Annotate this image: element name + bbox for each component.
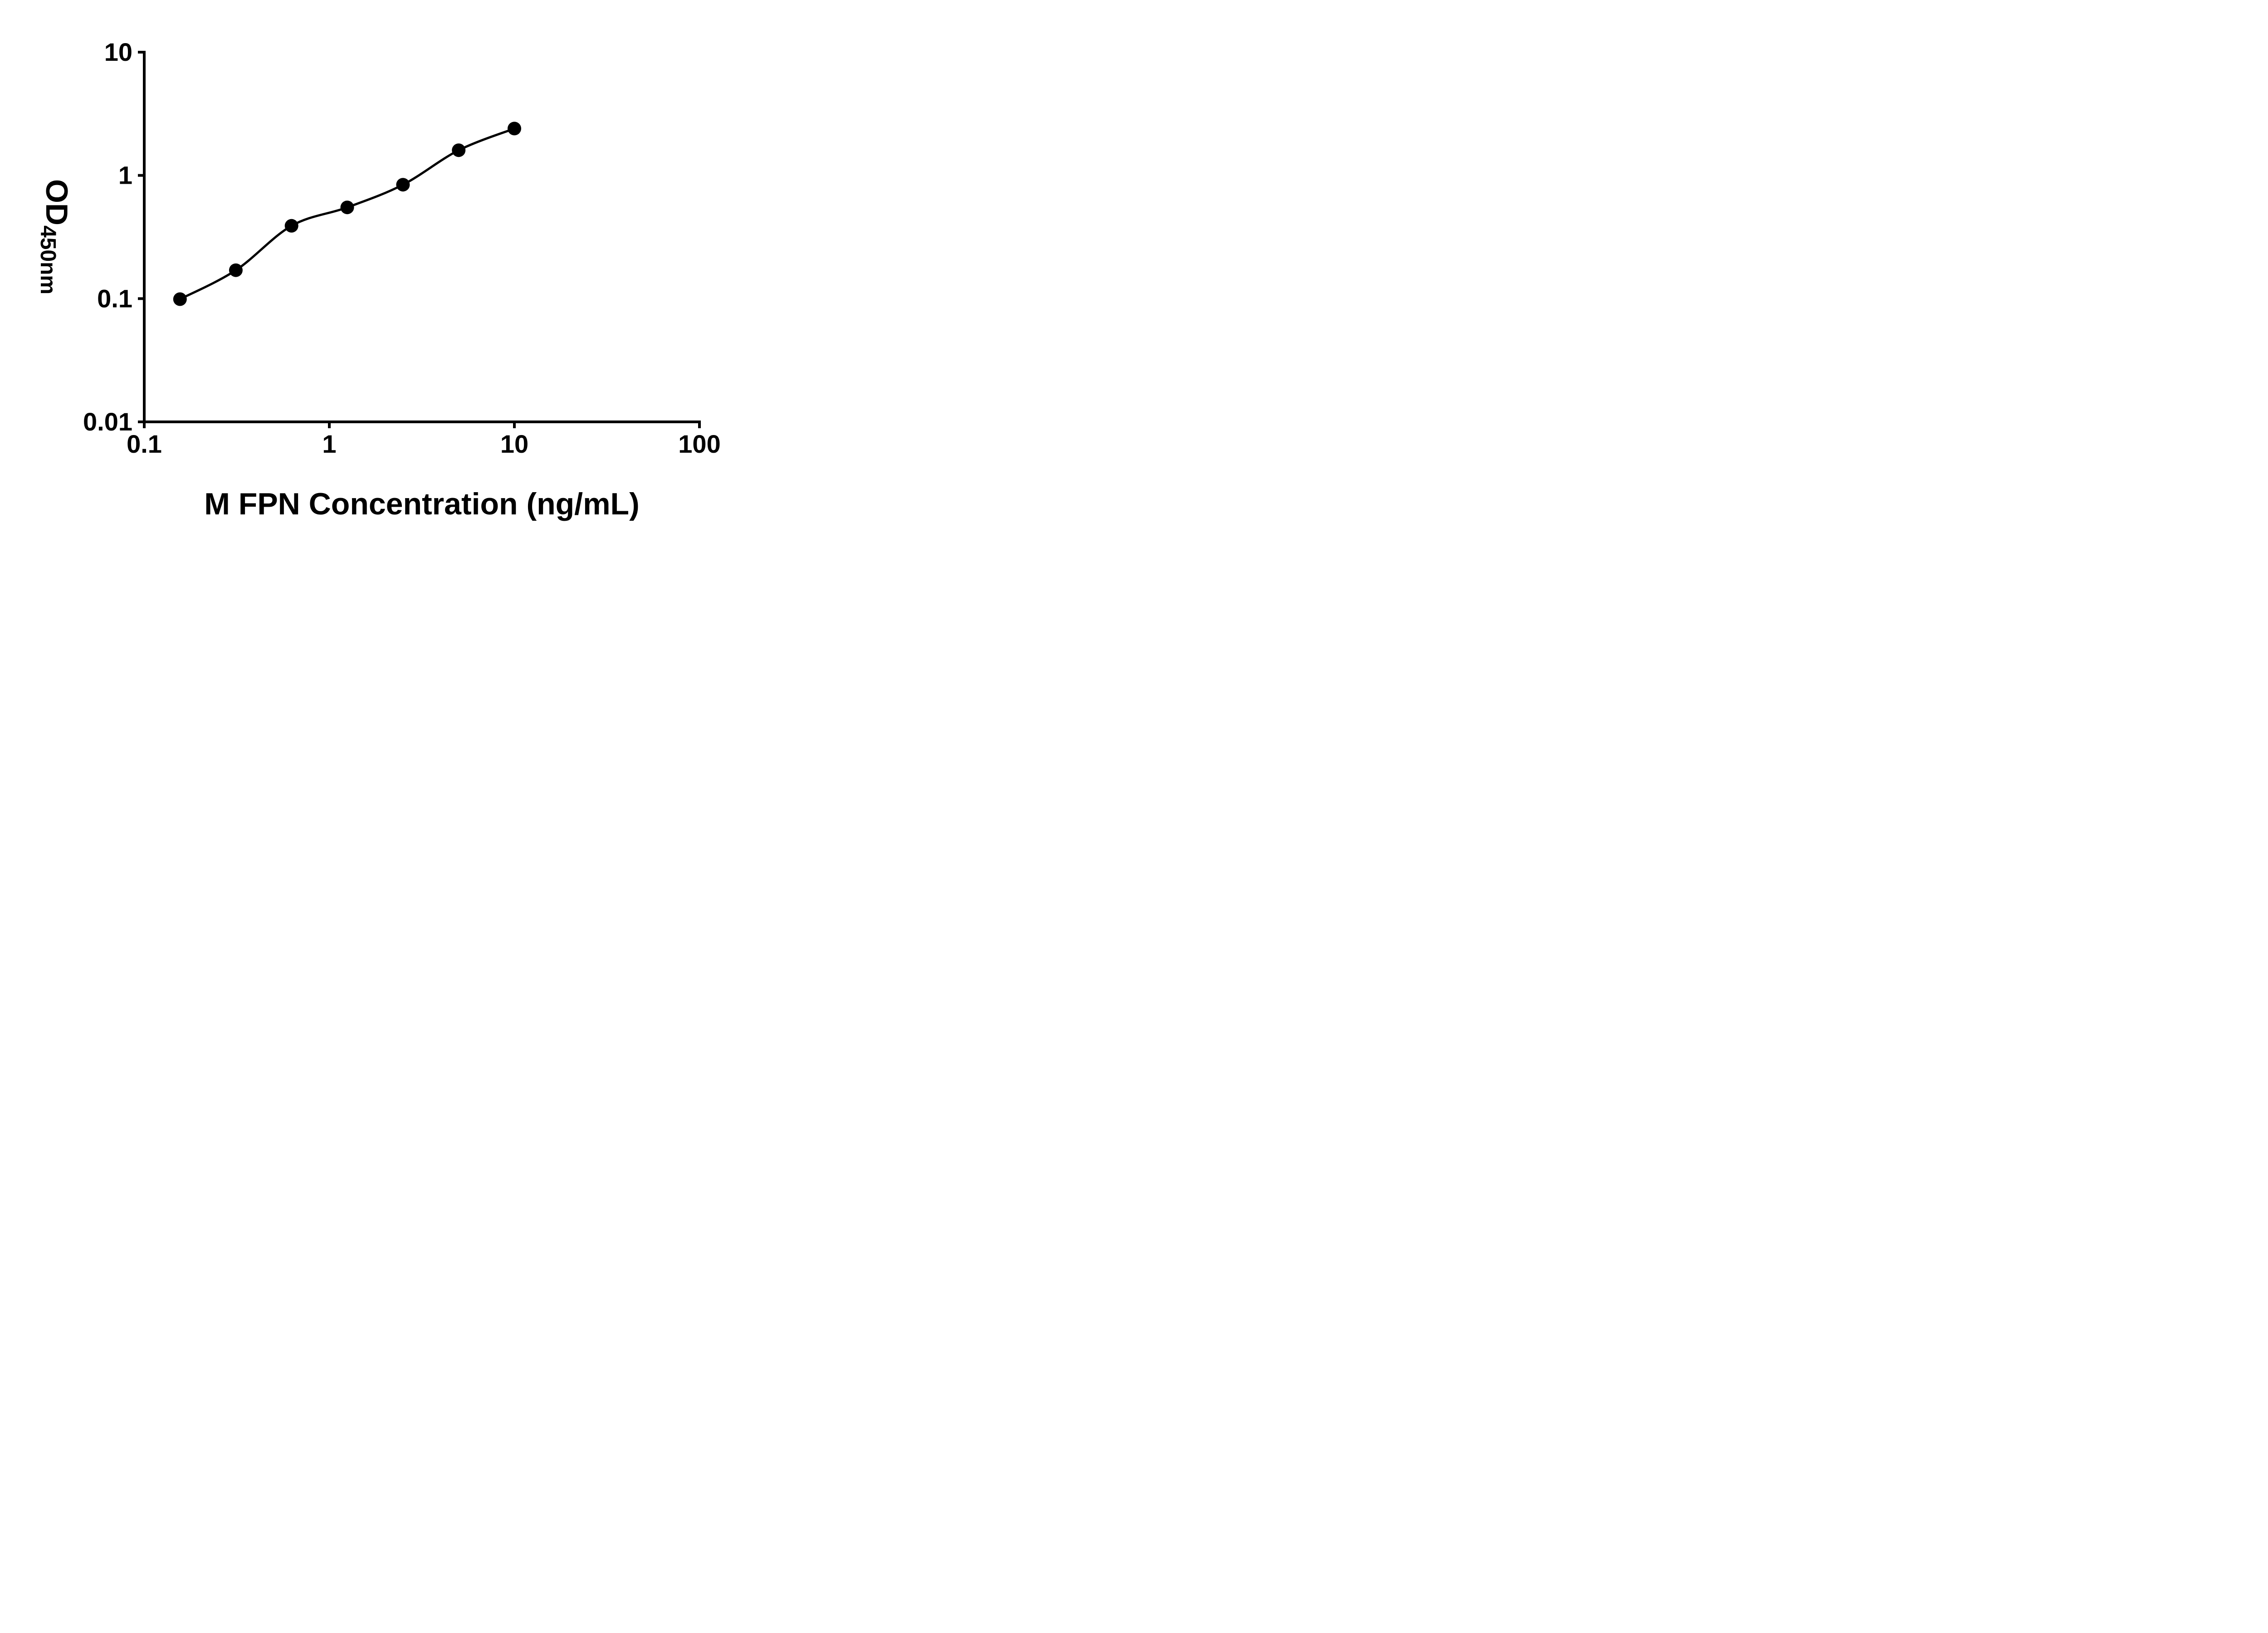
y-axis-tick-label: 0.01 [83, 407, 132, 436]
data-point [284, 219, 298, 233]
y-axis-title-main: OD [39, 179, 74, 225]
x-axis-tick-label: 1 [322, 430, 336, 458]
y-axis-tick-label: 10 [104, 38, 132, 66]
x-axis-tick-label: 0.1 [127, 430, 162, 458]
y-axis-tick-label: 0.1 [97, 284, 132, 313]
x-axis-tick-label: 10 [500, 430, 528, 458]
y-axis-tick-label: 1 [118, 161, 132, 190]
data-point [396, 178, 410, 192]
data-point [452, 143, 466, 157]
y-axis-title: OD450nm [35, 179, 74, 294]
x-axis-tick-label: 100 [678, 430, 720, 458]
data-point [340, 200, 354, 215]
x-axis-title: M FPN Concentration (ng/mL) [204, 487, 640, 521]
data-point [508, 122, 521, 136]
data-point [173, 292, 187, 306]
y-axis-title-subscript: 450nm [36, 225, 60, 295]
elisa-standard-curve-figure: 0.1 1 10 100 0.01 0.1 1 10 OD450nm M FPN Concen… [0, 0, 770, 544]
data-point [229, 263, 243, 277]
